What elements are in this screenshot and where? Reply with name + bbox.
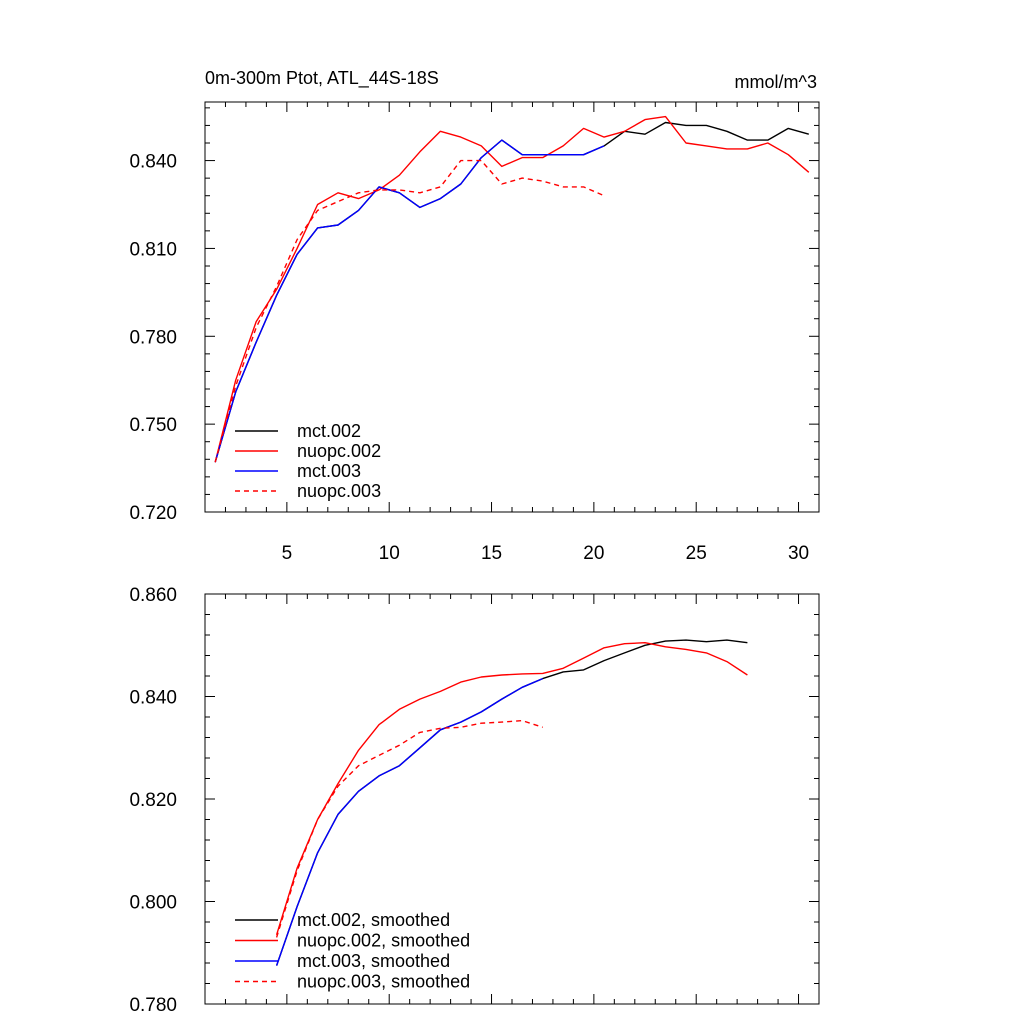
legend-label: nuopc.003, smoothed: [297, 972, 470, 992]
series-line-mct-003: [214, 139, 605, 463]
y-tick-label: 0.750: [129, 415, 177, 436]
bottom-panel: 0.780 0.800 0.820 0.840 0.860 mct.002, smooth…: [129, 585, 820, 1016]
y-tick-label: 0.780: [129, 327, 177, 348]
x-tick-label: 10: [379, 543, 400, 564]
series-line-nuopc-002-smoothed: [275, 642, 748, 936]
y-tick-label: 0.820: [129, 790, 177, 811]
series-line-mct-003-smoothed: [275, 677, 543, 966]
y-tick-label: 0.840: [129, 152, 177, 173]
legend-label: nuopc.002: [297, 441, 381, 461]
y-tick-label: 0.860: [129, 585, 177, 606]
y-tick-label: 0.720: [129, 503, 177, 524]
chart-title: 0m-300m Ptot, ATL_44S-18S: [205, 68, 439, 89]
y-tick-label: 0.780: [129, 995, 177, 1016]
legend-label: nuopc.003: [297, 481, 381, 501]
top-panel: 0.720 0.750 0.780 0.810 0.840 5 10 15 20 25 30 0m-3…: [129, 68, 820, 564]
units-label: mmol/m^3: [735, 72, 817, 92]
legend-label: mct.003: [297, 461, 361, 481]
legend-label: mct.003, smoothed: [297, 951, 450, 971]
series-line-mct-002: [214, 121, 809, 463]
x-tick-label: 30: [788, 543, 809, 564]
series-line-nuopc-003: [214, 159, 605, 463]
y-tick-label: 0.840: [129, 688, 177, 709]
series-line-nuopc-002: [214, 115, 810, 463]
x-tick-label: 5: [282, 543, 293, 564]
legend-label: nuopc.002, smoothed: [297, 931, 470, 951]
legend-label: mct.002, smoothed: [297, 910, 450, 930]
legend-label: mct.002: [297, 421, 361, 441]
series-line-nuopc-003-smoothed: [275, 719, 543, 938]
x-tick-label: 25: [686, 543, 707, 564]
y-tick-label: 0.800: [129, 893, 177, 914]
x-tick-label: 15: [481, 543, 502, 564]
y-tick-label: 0.810: [129, 239, 177, 260]
x-tick-label: 20: [583, 543, 604, 564]
